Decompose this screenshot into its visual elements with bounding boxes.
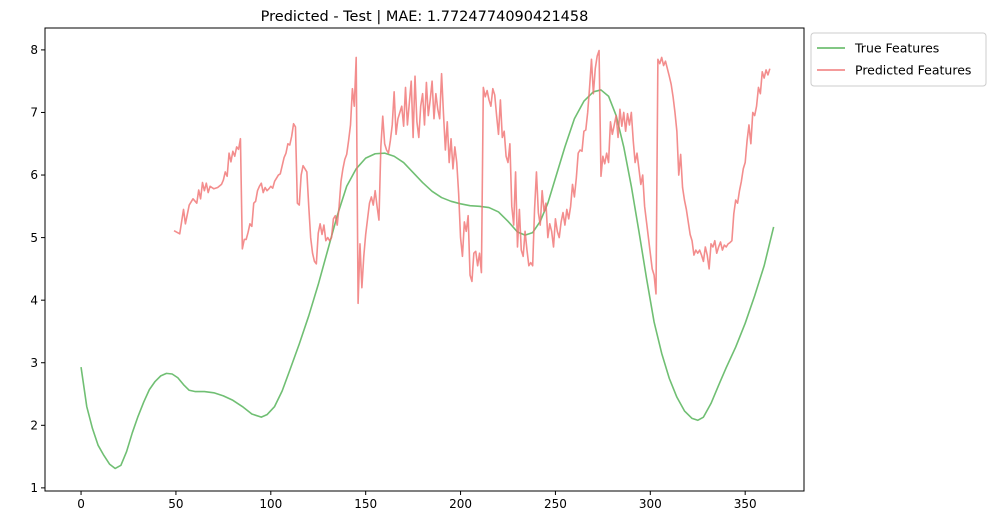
x-tick-label: 350 (734, 497, 757, 511)
chart-title: Predicted - Test | MAE: 1.77247740904214… (261, 9, 589, 25)
x-tick-label: 200 (449, 497, 472, 511)
x-tick-label: 150 (354, 497, 377, 511)
series-layer (80, 49, 775, 470)
series-line-predicted-features (173, 49, 771, 305)
series-line-true-features (80, 89, 775, 470)
y-axis: 1 2 3 4 5 6 7 8 (30, 43, 45, 495)
y-tick-label: 1 (30, 481, 38, 495)
x-axis: 0 50 100 150 200 250 300 350 (77, 491, 757, 511)
y-tick-label: 8 (30, 43, 38, 57)
y-tick-label: 5 (30, 231, 38, 245)
y-tick-label: 7 (30, 106, 38, 120)
x-tick-label: 300 (639, 497, 662, 511)
y-tick-label: 2 (30, 419, 38, 433)
plot-area (44, 27, 805, 492)
legend-box (810, 32, 987, 87)
x-tick-label: 50 (168, 497, 183, 511)
x-tick-label: 0 (77, 497, 85, 511)
legend-label-true-features: True Features (854, 41, 939, 56)
axes-frame (44, 27, 805, 492)
legend: True Features Predicted Features (810, 32, 987, 87)
x-tick-label: 250 (544, 497, 567, 511)
legend-label-predicted-features: Predicted Features (855, 63, 971, 78)
y-tick-label: 6 (30, 168, 38, 182)
x-tick-label: 100 (259, 497, 282, 511)
y-tick-label: 3 (30, 356, 38, 370)
y-tick-label: 4 (30, 293, 38, 307)
